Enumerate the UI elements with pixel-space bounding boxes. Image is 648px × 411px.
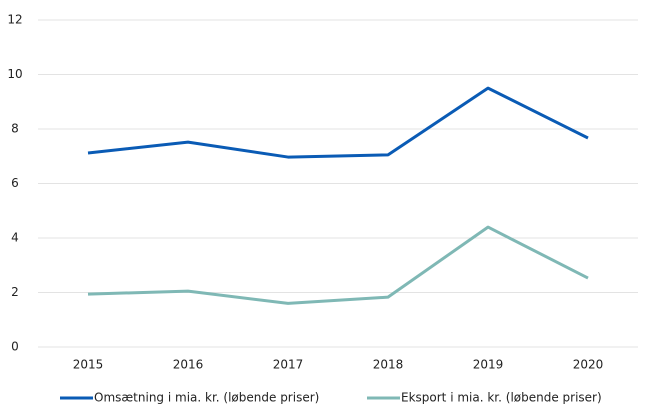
- y-tick-label: 0: [11, 340, 19, 354]
- series-line: [87, 225, 589, 305]
- x-tick-label: 2020: [573, 358, 604, 372]
- y-tick-label: 2: [11, 285, 19, 299]
- series-line: [87, 86, 589, 159]
- y-tick-label: 6: [11, 176, 19, 190]
- y-tick-label: 4: [11, 231, 19, 245]
- x-tick-label: 2019: [473, 358, 504, 372]
- legend-label: Omsætning i mia. kr. (løbende priser): [94, 391, 319, 405]
- y-tick-label: 12: [7, 13, 22, 27]
- x-tick-label: 2015: [73, 358, 104, 372]
- x-tick-label: 2018: [373, 358, 404, 372]
- y-tick-label: 8: [11, 122, 19, 136]
- x-tick-label: 2016: [173, 358, 204, 372]
- legend-label: Eksport i mia. kr. (løbende priser): [401, 391, 602, 405]
- y-tick-label: 10: [7, 67, 22, 81]
- x-tick-label: 2017: [273, 358, 304, 372]
